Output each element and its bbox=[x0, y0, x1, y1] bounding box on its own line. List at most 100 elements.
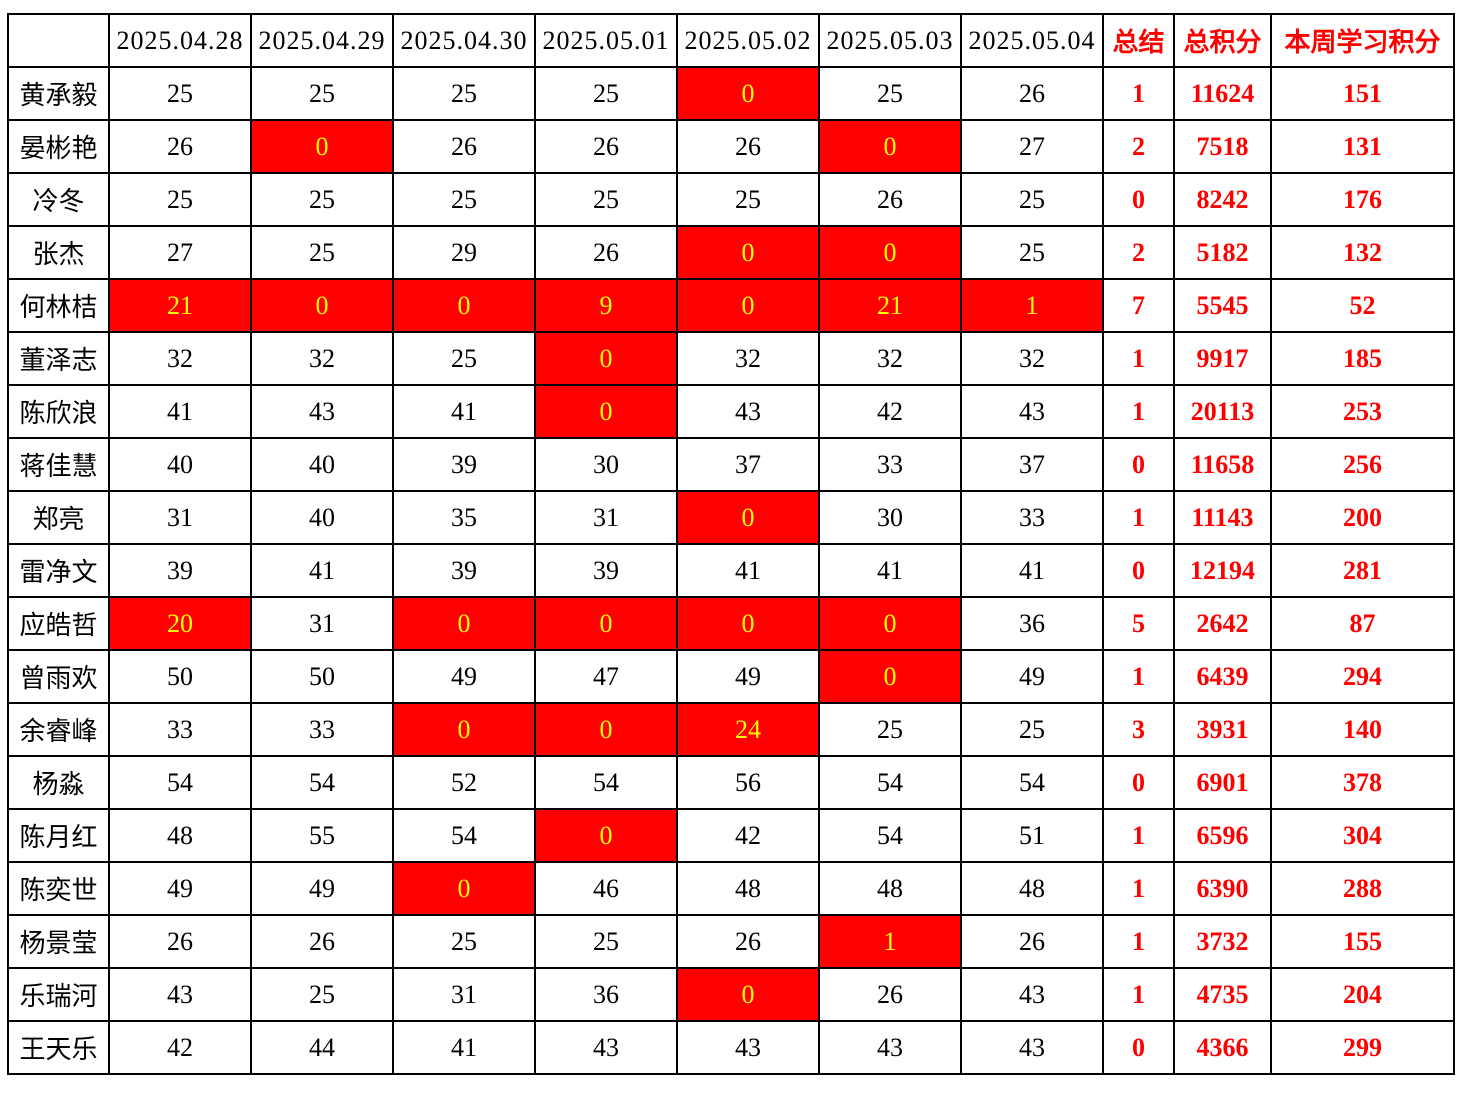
table-row: 雷净文 39 41 39 39 41 41 41 0 12194 281 bbox=[7, 543, 1455, 598]
student-name: 杨景莹 bbox=[7, 914, 110, 969]
table-row: 蒋佳慧 40 40 39 30 37 33 37 0 11658 256 bbox=[7, 437, 1455, 492]
score-cell: 48 bbox=[676, 861, 820, 916]
score-cell: 43 bbox=[818, 1020, 962, 1075]
score-cell: 54 bbox=[818, 808, 962, 863]
score-cell: 41 bbox=[960, 543, 1104, 598]
score-cell: 20 bbox=[108, 596, 252, 651]
score-cell: 52 bbox=[392, 755, 536, 810]
score-cell: 1 bbox=[960, 278, 1104, 333]
score-cell: 31 bbox=[108, 490, 252, 545]
table-row: 黄承毅 25 25 25 25 0 25 26 1 11624 151 bbox=[7, 66, 1455, 121]
header-cell-date-5: 2025.05.03 bbox=[818, 13, 962, 68]
table-row: 陈月红 48 55 54 0 42 54 51 1 6596 304 bbox=[7, 808, 1455, 863]
summary-cell: 7 bbox=[1102, 278, 1175, 333]
table-row: 王天乐 42 44 41 43 43 43 43 0 4366 299 bbox=[7, 1020, 1455, 1075]
student-name: 余睿峰 bbox=[7, 702, 110, 757]
total-points-cell: 7518 bbox=[1173, 119, 1272, 174]
score-cell: 26 bbox=[250, 914, 394, 969]
score-cell: 42 bbox=[818, 384, 962, 439]
score-cell: 33 bbox=[250, 702, 394, 757]
student-name: 曾雨欢 bbox=[7, 649, 110, 704]
score-cell: 40 bbox=[108, 437, 252, 492]
week-points-cell: 200 bbox=[1270, 490, 1455, 545]
total-points-cell: 3931 bbox=[1173, 702, 1272, 757]
total-points-cell: 20113 bbox=[1173, 384, 1272, 439]
score-cell: 25 bbox=[108, 66, 252, 121]
total-points-cell: 4735 bbox=[1173, 967, 1272, 1022]
score-cell: 33 bbox=[960, 490, 1104, 545]
score-cell: 31 bbox=[534, 490, 678, 545]
score-cell: 0 bbox=[534, 808, 678, 863]
score-cell: 39 bbox=[534, 543, 678, 598]
score-cell: 25 bbox=[392, 66, 536, 121]
student-name: 郑亮 bbox=[7, 490, 110, 545]
score-cell: 26 bbox=[108, 119, 252, 174]
total-points-cell: 12194 bbox=[1173, 543, 1272, 598]
summary-cell: 1 bbox=[1102, 331, 1175, 386]
score-cell: 47 bbox=[534, 649, 678, 704]
score-cell: 42 bbox=[676, 808, 820, 863]
summary-cell: 0 bbox=[1102, 755, 1175, 810]
total-points-cell: 4366 bbox=[1173, 1020, 1272, 1075]
table-row: 杨景莹 26 26 25 25 26 1 26 1 3732 155 bbox=[7, 914, 1455, 969]
score-cell: 26 bbox=[818, 172, 962, 227]
score-cell: 26 bbox=[534, 225, 678, 280]
header-cell-name bbox=[7, 13, 110, 68]
summary-cell: 0 bbox=[1102, 172, 1175, 227]
student-name: 晏彬艳 bbox=[7, 119, 110, 174]
score-cell: 25 bbox=[818, 66, 962, 121]
header-cell-date-0: 2025.04.28 bbox=[108, 13, 252, 68]
score-cell: 30 bbox=[818, 490, 962, 545]
score-cell: 0 bbox=[534, 384, 678, 439]
score-cell: 41 bbox=[818, 543, 962, 598]
score-cell: 36 bbox=[534, 967, 678, 1022]
score-cell: 0 bbox=[392, 861, 536, 916]
score-cell: 25 bbox=[960, 172, 1104, 227]
score-cell: 0 bbox=[818, 119, 962, 174]
student-name: 陈月红 bbox=[7, 808, 110, 863]
score-cell: 54 bbox=[250, 755, 394, 810]
score-cell: 26 bbox=[960, 914, 1104, 969]
total-points-cell: 6901 bbox=[1173, 755, 1272, 810]
student-name: 应皓哲 bbox=[7, 596, 110, 651]
score-cell: 0 bbox=[676, 596, 820, 651]
student-name: 冷冬 bbox=[7, 172, 110, 227]
score-cell: 0 bbox=[676, 66, 820, 121]
score-cell: 39 bbox=[392, 437, 536, 492]
score-cell: 26 bbox=[534, 119, 678, 174]
score-cell: 25 bbox=[392, 331, 536, 386]
score-cell: 41 bbox=[676, 543, 820, 598]
score-cell: 0 bbox=[250, 119, 394, 174]
score-cell: 49 bbox=[250, 861, 394, 916]
total-points-cell: 6596 bbox=[1173, 808, 1272, 863]
total-points-cell: 8242 bbox=[1173, 172, 1272, 227]
table-row: 董泽志 32 32 25 0 32 32 32 1 9917 185 bbox=[7, 331, 1455, 386]
score-cell: 25 bbox=[960, 702, 1104, 757]
score-cell: 40 bbox=[250, 490, 394, 545]
score-cell: 43 bbox=[250, 384, 394, 439]
summary-cell: 5 bbox=[1102, 596, 1175, 651]
week-points-cell: 378 bbox=[1270, 755, 1455, 810]
summary-cell: 1 bbox=[1102, 808, 1175, 863]
total-points-cell: 2642 bbox=[1173, 596, 1272, 651]
summary-cell: 1 bbox=[1102, 649, 1175, 704]
score-cell: 33 bbox=[818, 437, 962, 492]
score-cell: 25 bbox=[108, 172, 252, 227]
score-cell: 31 bbox=[392, 967, 536, 1022]
score-cell: 29 bbox=[392, 225, 536, 280]
week-points-cell: 304 bbox=[1270, 808, 1455, 863]
score-cell: 43 bbox=[108, 967, 252, 1022]
score-cell: 56 bbox=[676, 755, 820, 810]
summary-cell: 2 bbox=[1102, 225, 1175, 280]
header-cell-total-points: 总积分 bbox=[1173, 13, 1272, 68]
score-cell: 25 bbox=[250, 66, 394, 121]
score-cell: 43 bbox=[534, 1020, 678, 1075]
week-points-cell: 52 bbox=[1270, 278, 1455, 333]
score-cell: 46 bbox=[534, 861, 678, 916]
score-cell: 43 bbox=[960, 967, 1104, 1022]
total-points-cell: 5545 bbox=[1173, 278, 1272, 333]
score-cell: 21 bbox=[818, 278, 962, 333]
table-row: 陈奕世 49 49 0 46 48 48 48 1 6390 288 bbox=[7, 861, 1455, 916]
total-points-cell: 11624 bbox=[1173, 66, 1272, 121]
student-name: 乐瑞河 bbox=[7, 967, 110, 1022]
